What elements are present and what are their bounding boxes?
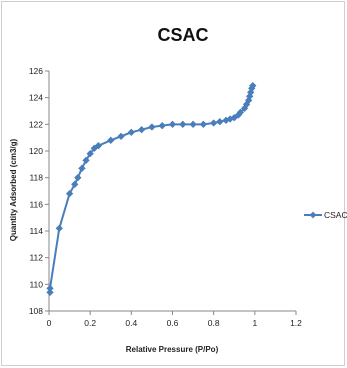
axes [45, 70, 297, 315]
x-tick-labels: 0 0.2 0.4 0.6 0.8 1 1.2 [47, 318, 303, 328]
x-axis-title: Relative Pressure (P/Po) [126, 345, 219, 354]
data-point [189, 120, 197, 129]
data-point [78, 164, 86, 173]
data-point [179, 120, 187, 129]
y-tick-label: 116 [29, 199, 43, 209]
chart-title: CSAC [157, 25, 208, 45]
data-point [94, 141, 103, 150]
data-point [74, 173, 82, 182]
y-tick-label: 114 [29, 226, 43, 236]
y-tick-label: 124 [29, 93, 43, 103]
y-tick-label: 112 [29, 253, 43, 263]
y-tick-label: 122 [29, 119, 43, 129]
data-point [46, 288, 54, 297]
data-point [127, 128, 136, 137]
data-point [236, 108, 245, 117]
data-point [70, 180, 79, 189]
data-point [168, 120, 177, 129]
x-tick-label: 1.2 [290, 318, 302, 328]
data-point [158, 121, 166, 130]
data-point [199, 120, 208, 129]
series-line [49, 85, 254, 293]
y-tick-label: 108 [29, 306, 43, 316]
legend-marker [309, 211, 317, 219]
x-tick-label: 0.8 [208, 318, 220, 328]
legend-label: CSAC [324, 210, 347, 220]
x-tick-label: 0 [47, 318, 52, 328]
data-point [117, 132, 125, 141]
x-tick-label: 0.2 [84, 318, 96, 328]
legend: CSAC [304, 210, 347, 220]
data-point [55, 224, 64, 233]
data-point [137, 125, 146, 134]
x-tick-label: 0.4 [125, 318, 137, 328]
x-tick-label: 1 [252, 318, 257, 328]
data-point [209, 119, 218, 127]
y-tick-label: 126 [29, 66, 43, 76]
data-point [249, 81, 257, 90]
data-point [46, 284, 54, 293]
y-tick-label: 118 [29, 173, 43, 183]
y-tick-label: 110 [29, 279, 43, 289]
y-tick-labels: 108 110 112 114 116 118 120 122 124 126 [29, 66, 43, 316]
data-point [106, 136, 115, 145]
data-point [65, 189, 74, 198]
data-point [82, 156, 90, 165]
data-point [246, 88, 255, 97]
x-tick-label: 0.6 [167, 318, 179, 328]
data-point [216, 117, 224, 126]
y-axis-title: Quantity Adsorbed (cm3/g) [9, 138, 18, 241]
plot-area [46, 81, 257, 297]
data-point [86, 149, 94, 158]
y-tick-label: 120 [29, 146, 43, 156]
data-point [148, 123, 156, 131]
